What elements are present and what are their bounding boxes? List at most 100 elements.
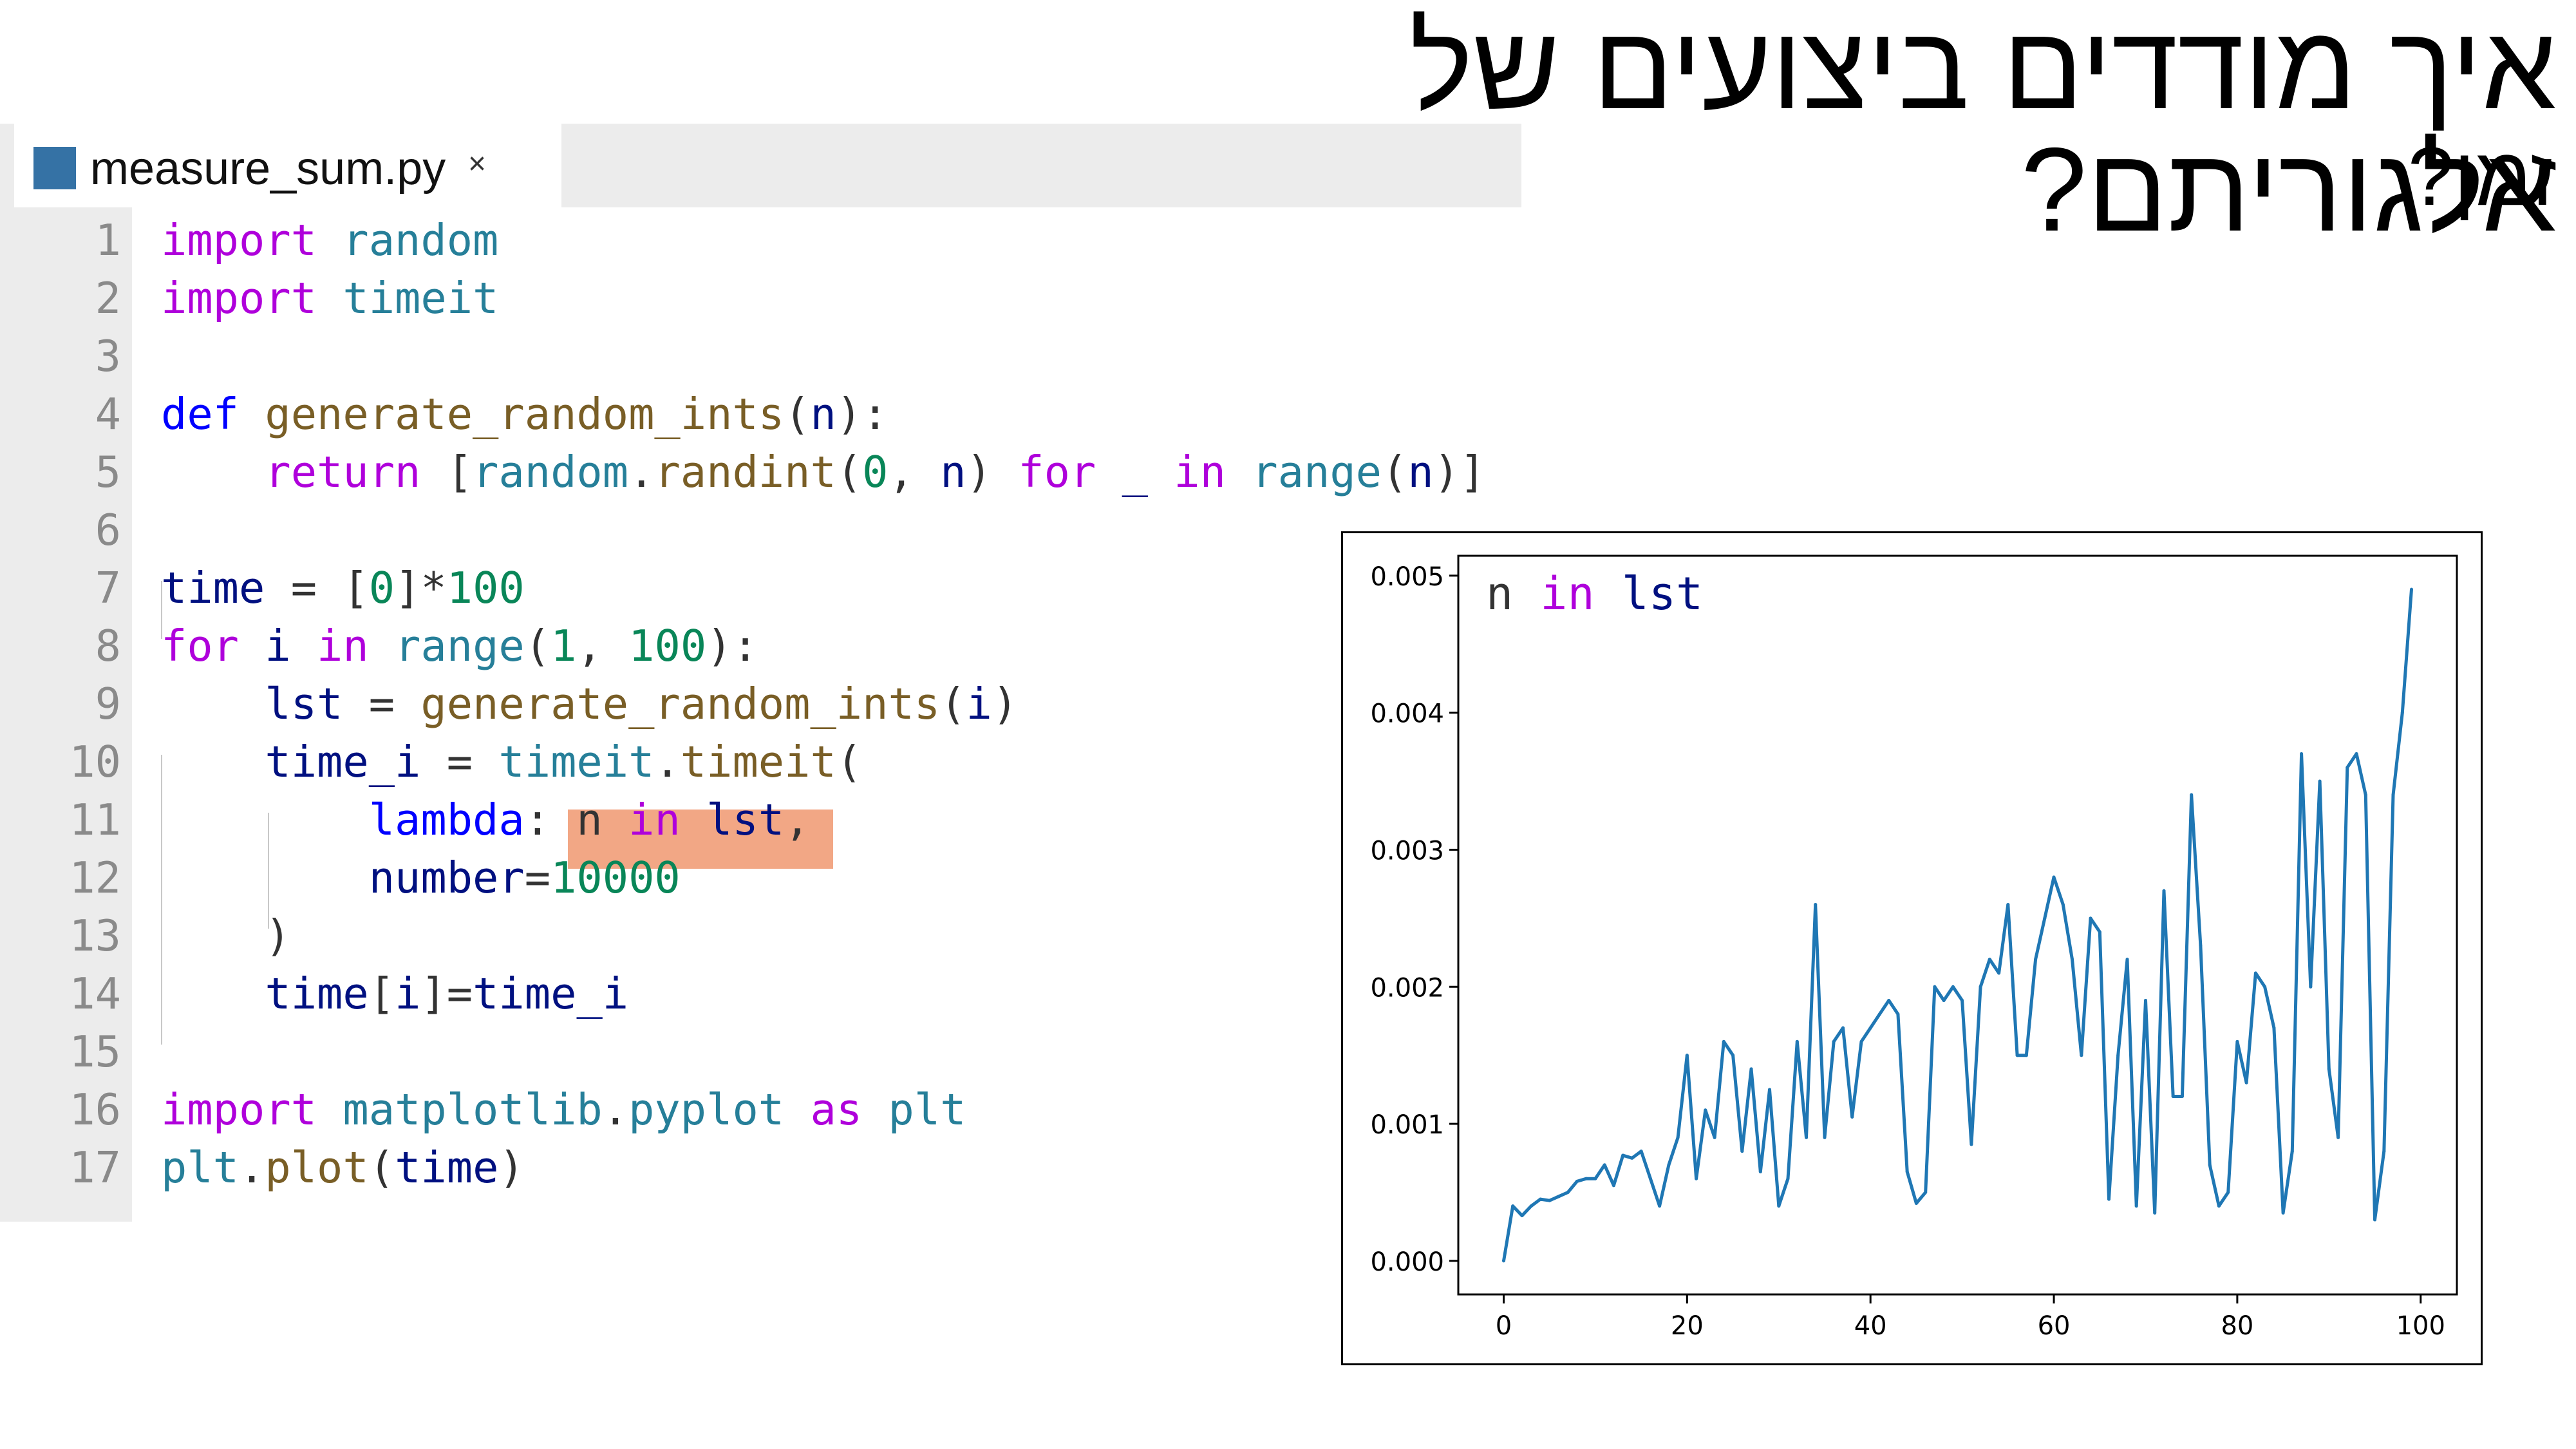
data-point: [2190, 793, 2194, 797]
code-token: [161, 969, 265, 1019]
code-token: [161, 737, 265, 787]
data-point: [1786, 1177, 1790, 1180]
plot-figure: 0.000 0.001 0.002 0.003 0.004 0.005 0 20 40 60 80…: [1341, 531, 2483, 1365]
data-point: [2162, 889, 2166, 893]
data-point: [1951, 985, 1955, 989]
y-tick-label: 0.000: [1370, 1247, 1444, 1277]
code-line: time_i = timeit.timeit(: [161, 733, 862, 791]
close-icon[interactable]: ×: [468, 147, 487, 181]
x-tick-label: 60: [2038, 1311, 2071, 1341]
x-tick-label: 20: [1671, 1311, 1704, 1341]
code-token: [1148, 447, 1174, 497]
data-point: [1887, 999, 1891, 1002]
code-token: ):: [706, 621, 758, 671]
data-point: [1850, 1115, 1854, 1119]
code-token: time_i: [265, 737, 421, 787]
code-token: ): [498, 1142, 525, 1193]
data-point: [2253, 971, 2257, 975]
indent-guide: [161, 755, 162, 1045]
data-point: [2391, 793, 2395, 797]
data-point: [1731, 1054, 1735, 1057]
code-token: generate_random_ints: [265, 389, 785, 439]
data-point: [1777, 1204, 1781, 1208]
code-token: =: [343, 679, 421, 729]
code-token: ,: [576, 621, 629, 671]
code-token: randint: [654, 447, 836, 497]
code-token: (: [836, 737, 863, 787]
code-token: [239, 621, 265, 671]
code-token: ]*: [395, 563, 447, 613]
code-token: n: [940, 447, 966, 497]
code-token: (: [940, 679, 966, 729]
data-point: [1557, 1195, 1561, 1198]
data-point: [2024, 1054, 2028, 1057]
code-line: plt.plot(time): [161, 1139, 525, 1197]
code-token: lambda: [368, 795, 525, 845]
data-point: [1768, 1088, 1771, 1092]
code-token: 100: [446, 563, 525, 613]
code-token: ): [992, 679, 1019, 729]
code-token: time_i: [473, 969, 629, 1019]
data-point: [1529, 1204, 1533, 1208]
data-point: [1667, 1163, 1671, 1167]
data-point: [2400, 711, 2404, 715]
data-point: [1749, 1067, 1753, 1071]
code-area[interactable]: 1 2 3 4 5 6 7 8 9 10 11 12 13 14 15 16 17 import random i…: [0, 207, 1521, 1222]
data-point: [1502, 1259, 1505, 1263]
code-token: [161, 447, 265, 497]
code-token: 1: [550, 621, 577, 671]
code-token: .: [654, 737, 681, 787]
data-point: [1970, 1142, 1973, 1146]
data-point: [2244, 1081, 2248, 1084]
line-number: 2: [95, 273, 121, 323]
code-line: time = [0]*100: [161, 559, 525, 617]
code-token: )]: [1433, 447, 1486, 497]
code-token: n: [576, 795, 603, 845]
code-token: ,: [784, 795, 811, 845]
x-tick-label: 100: [2396, 1311, 2445, 1341]
data-point: [2071, 958, 2074, 961]
data-point: [2235, 1039, 2239, 1043]
data-point: [1639, 1150, 1643, 1153]
line-number: 8: [95, 621, 121, 671]
data-point: [1520, 1214, 1524, 1218]
code-token: 10000: [550, 853, 681, 903]
code-token: [369, 621, 395, 671]
code-token: i: [265, 621, 291, 671]
code-token: range: [1252, 447, 1382, 497]
data-point: [1933, 985, 1937, 989]
code-line: number=10000: [161, 849, 681, 907]
code-editor: measure_sum.py × 1 2 3 4 5 6 7 8 9 10 11 12 13 14 15 16…: [0, 124, 1521, 1222]
code-token: pyplot: [628, 1084, 785, 1135]
code-token: for: [161, 621, 240, 671]
data-point: [2208, 1163, 2212, 1167]
code-token: import: [161, 1084, 317, 1135]
line-number: 14: [69, 969, 121, 1019]
code-token: 100: [628, 621, 707, 671]
code-token: plt: [888, 1084, 966, 1135]
data-point: [2125, 958, 2129, 961]
data-point: [1997, 971, 2001, 975]
data-point: [2080, 1054, 2083, 1057]
y-tick-label: 0.005: [1370, 562, 1444, 592]
code-token: [1226, 447, 1252, 497]
line-number: 10: [69, 737, 121, 787]
tab-measure-sum[interactable]: measure_sum.py ×: [14, 124, 561, 207]
line-number: 12: [69, 853, 121, 903]
line-number: 15: [69, 1027, 121, 1077]
code-token: timeit: [680, 737, 836, 787]
y-tick-label: 0.003: [1370, 836, 1444, 866]
code-token: n: [1407, 447, 1434, 497]
code-line: import timeit: [161, 269, 498, 327]
data-point: [2309, 985, 2313, 989]
code-token: ):: [836, 389, 888, 439]
series-line-time: [1502, 589, 2413, 1262]
data-point: [2281, 1211, 2285, 1215]
data-point: [1914, 1202, 1918, 1205]
code-token: generate_random_ints: [420, 679, 941, 729]
data-point: [2034, 958, 2038, 961]
code-token: (: [836, 447, 863, 497]
slide-title: איך מודדים ביצועים של אלגוריתם?: [1409, 1, 2557, 256]
code-token: [291, 621, 317, 671]
code-token: ,: [888, 447, 941, 497]
